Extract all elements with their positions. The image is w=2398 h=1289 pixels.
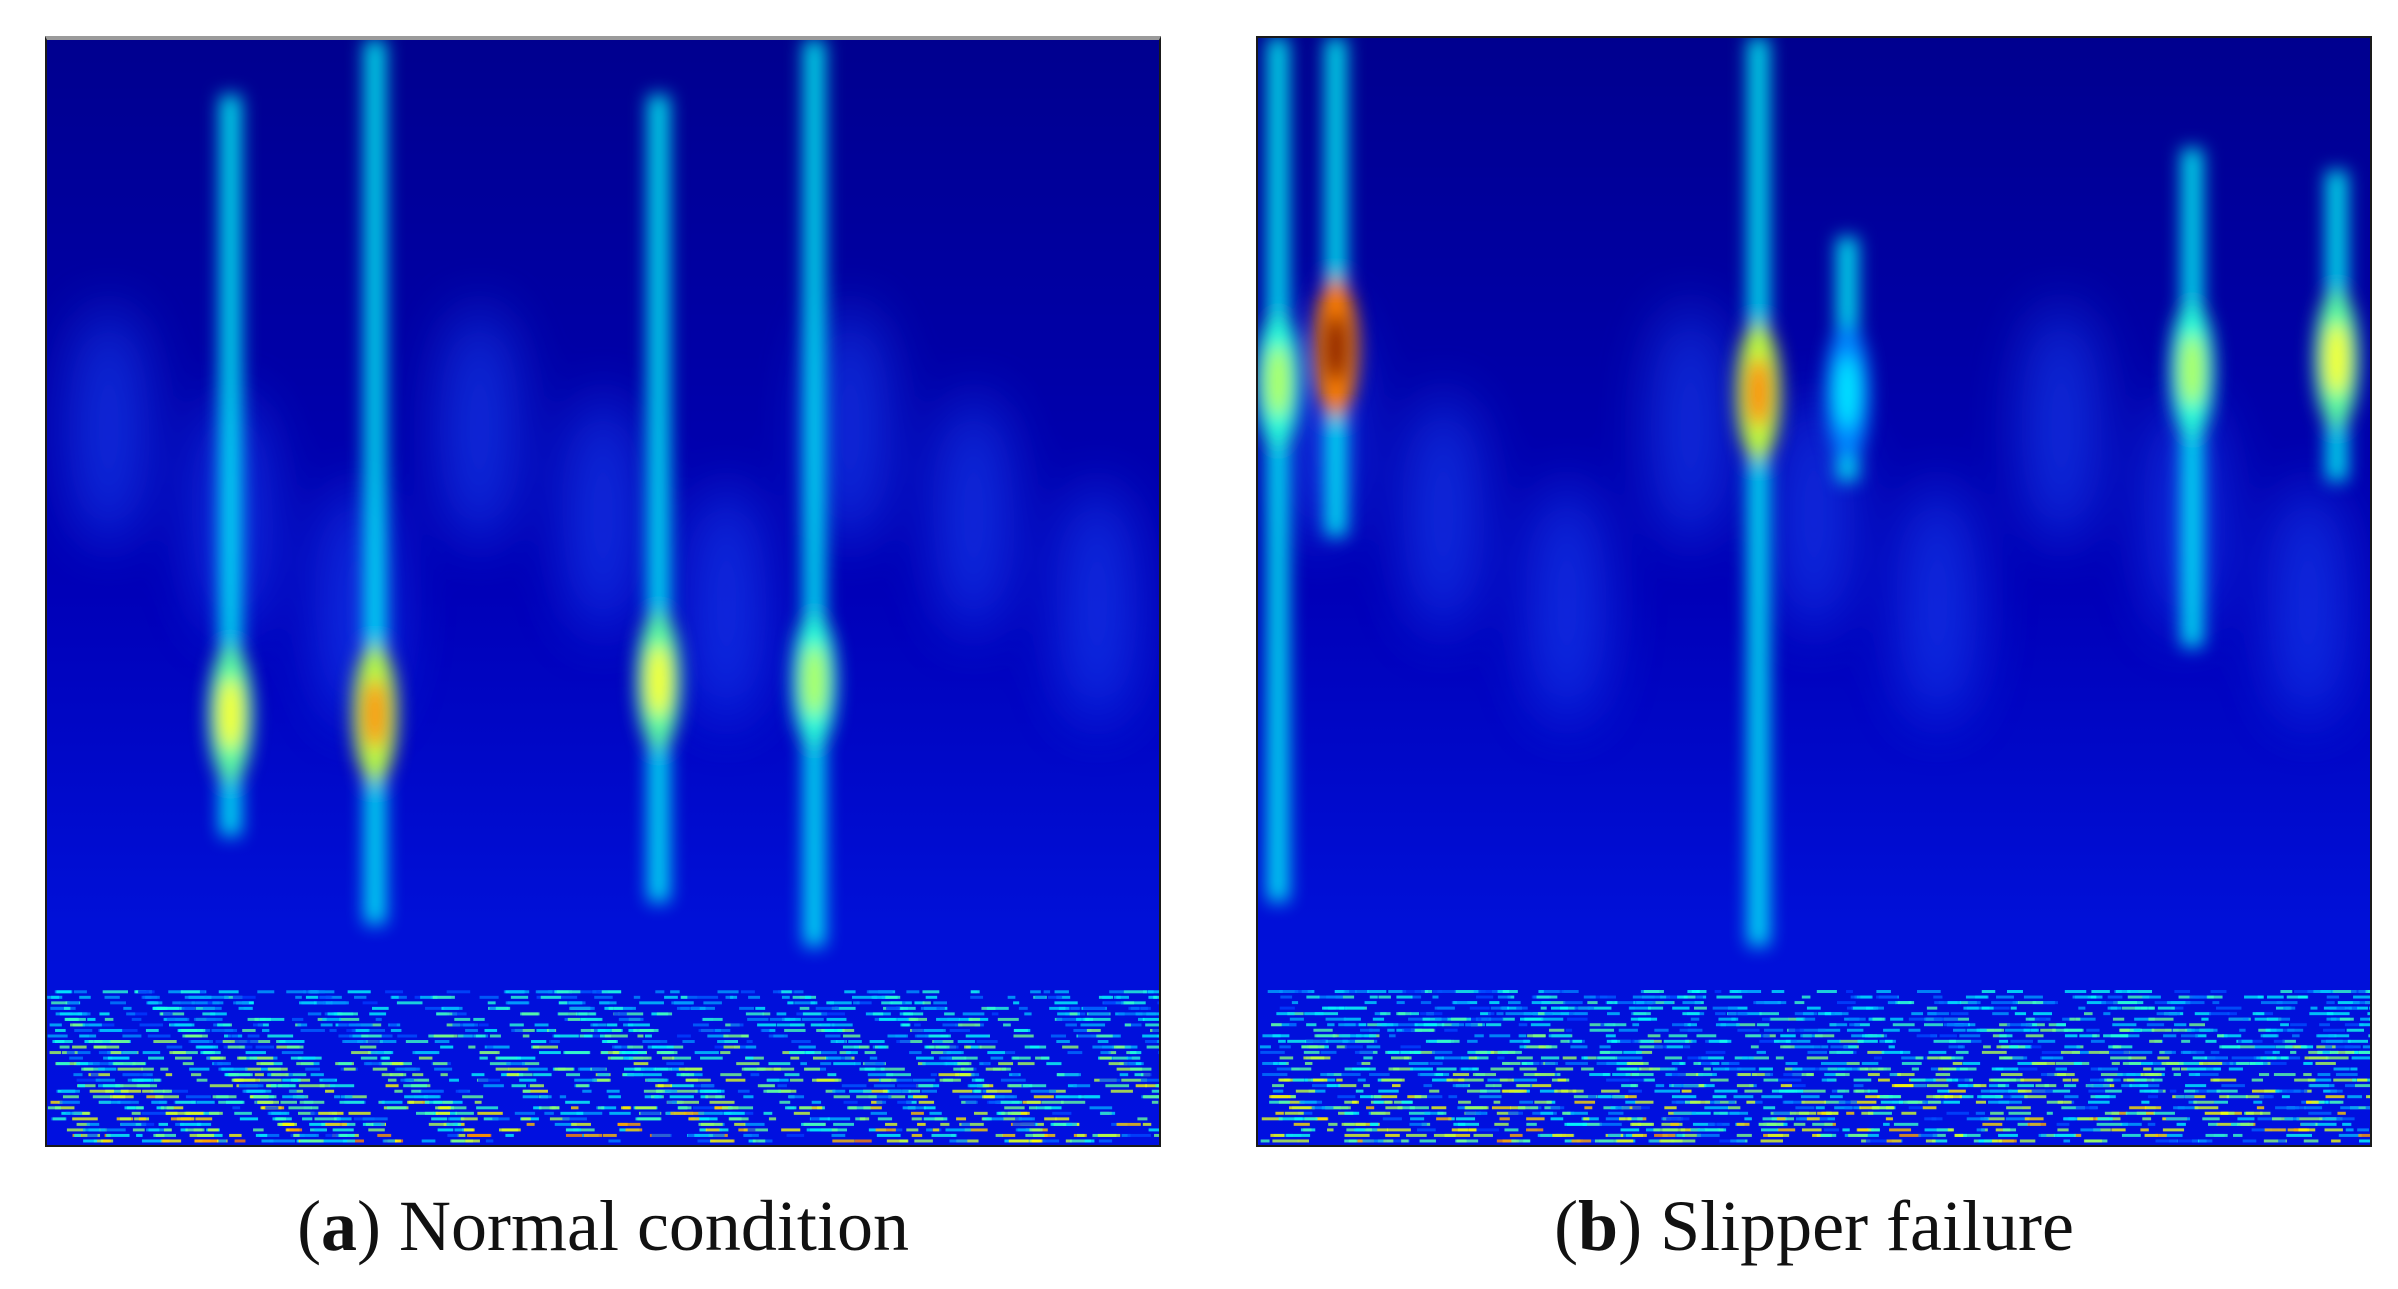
scalogram-panel-b	[1256, 36, 2372, 1147]
scalogram-panel-a	[45, 36, 1161, 1147]
scalogram-noise-band	[1259, 990, 2370, 1143]
scalogram-noise-band	[47, 990, 1159, 1143]
ridge-a-1	[365, 40, 386, 924]
caption-a: (a) Normal condition	[297, 1186, 909, 1266]
ridge-peak-b-2	[1746, 356, 1771, 429]
caption-b-letter: b	[1578, 1186, 1619, 1266]
scalogram-a	[45, 36, 1161, 1147]
ridge-peak-b-3	[1835, 356, 1860, 429]
ridge-b-0	[1268, 38, 1288, 902]
ridge-peak-b-1	[1323, 312, 1348, 384]
ridge-peak-b-0	[1266, 345, 1290, 418]
ridge-peak-b-4	[2180, 334, 2205, 406]
caption-a-text: Normal condition	[399, 1186, 909, 1266]
scalogram-b	[1256, 36, 2372, 1147]
ridge-b-2	[1748, 38, 1769, 946]
ridge-a-2	[648, 95, 669, 902]
scalogram-haze	[68, 307, 1138, 723]
caption-b-text: Slipper failure	[1660, 1186, 2074, 1266]
ridge-peak-a-0	[218, 678, 243, 750]
ridge-peak-a-2	[646, 645, 671, 717]
caption-b: (b) Slipper failure	[1554, 1186, 2074, 1266]
caption-a-letter: a	[321, 1186, 358, 1266]
ridge-peak-a-3	[802, 645, 827, 717]
ridge-a-3	[804, 40, 825, 947]
scalogram-haze	[1279, 305, 2349, 723]
ridge-peak-b-5	[2324, 323, 2349, 395]
ridge-peak-a-1	[363, 678, 387, 750]
